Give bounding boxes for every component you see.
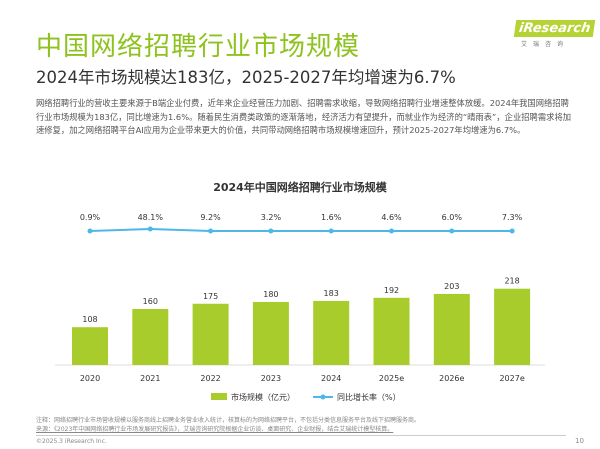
bar-2026e bbox=[433, 293, 470, 365]
x-tick-2027e: 2027e bbox=[499, 374, 524, 383]
growth-label-2025e: 4.6% bbox=[381, 213, 402, 222]
bar-label-2027e: 218 bbox=[504, 277, 519, 286]
divider bbox=[36, 435, 566, 436]
note: 注释：网络招聘行业市场营收规模以服务商线上招聘业务营业收入统计，核算标的为网络招… bbox=[36, 417, 421, 424]
bar-label-2020: 108 bbox=[82, 315, 97, 324]
growth-point-2021 bbox=[147, 226, 153, 232]
x-tick-2022: 2022 bbox=[200, 374, 220, 383]
growth-point-2023 bbox=[268, 228, 274, 234]
growth-point-2024 bbox=[328, 228, 334, 234]
bar-label-2022: 175 bbox=[203, 292, 218, 301]
growth-point-2026e bbox=[449, 228, 455, 234]
growth-label-2022: 9.2% bbox=[200, 213, 221, 222]
growth-point-2022 bbox=[208, 228, 214, 234]
growth-point-2027e bbox=[509, 228, 515, 234]
bar-label-2024: 183 bbox=[324, 289, 339, 298]
bar-label-2026e: 203 bbox=[444, 282, 459, 291]
growth-label-2026e: 6.0% bbox=[442, 213, 463, 222]
bar-label-2025e: 192 bbox=[384, 286, 399, 295]
copyright: ©2025.3 iResearch Inc. bbox=[36, 438, 107, 445]
legend-bar-label: 市场规模（亿元） bbox=[231, 392, 295, 402]
page-number: 10 bbox=[575, 437, 584, 445]
legend-bar-swatch bbox=[211, 393, 227, 400]
bar-2020 bbox=[72, 327, 108, 365]
bar-2021 bbox=[132, 309, 169, 365]
iresearch-logo: iResearch 艾瑞咨询 bbox=[513, 17, 596, 48]
x-tick-2026e: 2026e bbox=[439, 374, 464, 383]
page-subtitle: 2024年市场规模达183亿，2025-2027年均增速为6.7% bbox=[36, 68, 456, 87]
footnotes: 注释：网络招聘行业市场营收规模以服务商线上招聘业务营业收入统计，核算标的为网络招… bbox=[36, 416, 420, 434]
bar-label-2023: 180 bbox=[263, 290, 278, 299]
growth-label-2027e: 7.3% bbox=[502, 213, 523, 222]
x-tick-2025e: 2025e bbox=[379, 374, 404, 383]
bar-2022 bbox=[192, 303, 229, 365]
legend-line-marker bbox=[320, 394, 326, 400]
bar-2027e bbox=[494, 288, 531, 365]
x-tick-2021: 2021 bbox=[140, 374, 160, 383]
legend-line-label: 同比增长率（%） bbox=[337, 392, 401, 402]
summary-paragraph: 网络招聘行业的营收主要来源于B端企业付费，近年来企业经营压力加剧、招聘需求收缩，… bbox=[36, 98, 572, 135]
growth-label-2021: 48.1% bbox=[138, 213, 164, 222]
bar-2024 bbox=[313, 300, 350, 365]
growth-label-2023: 3.2% bbox=[261, 213, 282, 222]
growth-point-2025e bbox=[389, 228, 394, 234]
growth-point-2020 bbox=[87, 228, 93, 234]
growth-line bbox=[89, 227, 513, 232]
bar-2023 bbox=[252, 302, 289, 365]
source: 来源：《2023年中国网络招聘行业市场发展研究报告》，艾瑞咨询研究院根据企业访谈… bbox=[36, 426, 394, 433]
growth-label-2020: 0.9% bbox=[80, 213, 101, 222]
x-tick-2023: 2023 bbox=[261, 374, 281, 383]
chart-title: 2024年中国网络招聘行业市场规模 bbox=[213, 180, 388, 194]
growth-label-2024: 1.6% bbox=[321, 213, 342, 222]
bar-2025e bbox=[373, 297, 410, 365]
x-tick-2024: 2024 bbox=[321, 374, 341, 383]
bar-label-2021: 160 bbox=[143, 297, 158, 306]
page-title: 中国网络招聘行业市场规模 bbox=[36, 32, 361, 62]
x-tick-2020: 2020 bbox=[80, 374, 100, 383]
